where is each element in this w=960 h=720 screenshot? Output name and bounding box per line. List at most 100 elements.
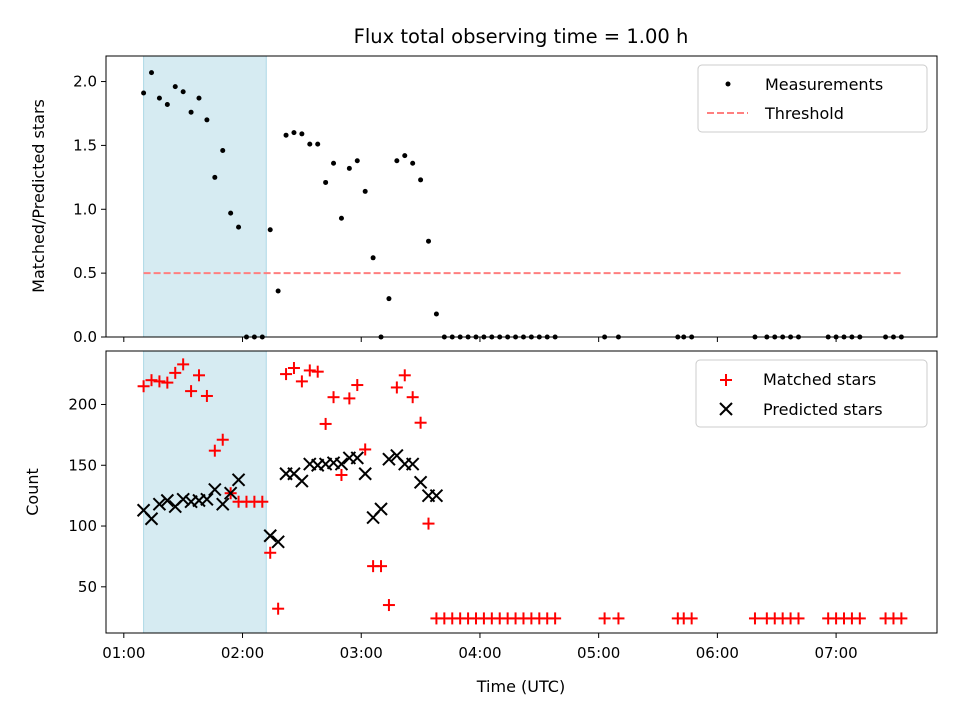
x-tick-label: 04:00 — [458, 644, 501, 662]
matched-star-point — [177, 358, 190, 371]
matched-star-point — [280, 368, 293, 381]
matched-star-point — [422, 517, 435, 530]
measurement-point — [307, 141, 313, 147]
matched-star-point — [145, 374, 158, 387]
predicted-star-point — [160, 493, 175, 508]
top-y-tick-label: 1.5 — [73, 136, 97, 154]
matched-star-point — [311, 365, 324, 378]
x-b — [374, 502, 388, 516]
matched-star-point — [390, 381, 403, 394]
measurement-point — [164, 102, 170, 108]
top-panel: 0.00.51.01.52.0 Matched/Predicted stars … — [29, 55, 938, 346]
predicted-star-point — [176, 492, 190, 507]
matched-star-point — [748, 612, 761, 625]
predicted-star-point — [152, 497, 167, 511]
predicted-star-point — [263, 529, 277, 543]
predicted-star-point — [144, 512, 159, 526]
measurement-point — [283, 132, 289, 138]
x-axis-label: Time (UTC) — [476, 677, 565, 696]
matched-star-point — [549, 612, 562, 625]
x-tick-label: 01:00 — [102, 644, 145, 662]
matched-star-point — [295, 375, 308, 388]
x-b — [176, 492, 190, 507]
matched-star-point — [200, 389, 213, 402]
matched-star-point — [853, 612, 866, 625]
bottom-legend: Matched stars Predicted stars — [695, 359, 928, 428]
matched-star-point — [343, 392, 356, 405]
measurement-point — [315, 141, 321, 147]
predicted-star-point — [271, 535, 285, 549]
matched-star-point — [256, 495, 269, 508]
matched-star-point — [287, 362, 300, 375]
measurement-point — [267, 227, 273, 233]
top-legend: Measurements Threshold — [697, 64, 928, 133]
measurement-point — [156, 95, 162, 101]
bottom-legend-box — [695, 359, 928, 428]
legend-threshold-label: Threshold — [764, 104, 844, 123]
bottom-shaded-interval — [143, 350, 267, 634]
bottom-x-axis-ticks: 01:00 02:00 03:00 04:00 05:00 06:00 07:00 — [102, 633, 858, 662]
measurement-point — [410, 160, 416, 166]
measurement-point — [331, 160, 337, 166]
predicted-star-point — [216, 497, 230, 511]
predicted-star-point — [350, 451, 364, 465]
x-b — [263, 529, 277, 543]
measurement-point — [228, 210, 234, 216]
bottom-axes-frame — [105, 350, 938, 634]
x-b — [413, 475, 428, 489]
measurement-point — [426, 238, 432, 244]
predicted-star-point — [231, 473, 246, 487]
bottom-y-axis-label: Count — [23, 468, 42, 516]
matched-star-point — [359, 443, 372, 456]
matched-star-point — [272, 602, 285, 615]
legend-predicted-marker — [719, 402, 733, 416]
measurement-point — [212, 174, 218, 180]
bottom-panel: 50 100 150 200 01:00 02:00 03:00 04:00 05:00 06:… — [23, 350, 938, 696]
matched-star-point — [264, 546, 277, 559]
x-b — [429, 488, 444, 503]
bottom-y-axis-ticks: 50 100 150 200 — [68, 395, 106, 596]
x-b — [223, 486, 238, 500]
measurement-point — [354, 158, 360, 164]
bottom-y-tick-label: 200 — [68, 395, 97, 413]
matched-star-point — [351, 379, 364, 392]
x-b — [160, 493, 175, 508]
measurement-point — [346, 165, 352, 171]
x-tick-label: 05:00 — [577, 644, 620, 662]
measurement-point — [338, 215, 344, 221]
predicted-star-point — [295, 474, 309, 488]
matched-star-point — [335, 468, 348, 481]
x-b — [208, 482, 222, 497]
top-y-axis-label: Matched/Predicted stars — [29, 99, 48, 293]
predicted-star-point — [405, 457, 420, 471]
measurement-point — [141, 90, 147, 96]
x-b — [271, 535, 285, 549]
x-b — [287, 467, 301, 481]
measurement-point — [172, 84, 178, 90]
predicted-star-point — [334, 457, 349, 471]
measurement-point — [149, 70, 155, 76]
x-b — [358, 467, 372, 481]
matched-star-point — [303, 364, 316, 377]
x-tick-label: 06:00 — [696, 644, 739, 662]
measurement-point — [362, 188, 368, 194]
x-b — [200, 492, 214, 507]
predicted-star-point — [413, 475, 428, 489]
legend-measurements-label: Measurements — [765, 75, 883, 94]
matched-star-point — [161, 376, 174, 389]
matched-star-point — [319, 417, 332, 430]
measurement-point — [236, 224, 242, 230]
matched-star-point — [192, 369, 205, 382]
matched-star-point — [185, 385, 198, 398]
matched-star-point — [208, 444, 221, 457]
matched-star-point — [169, 366, 182, 379]
matched-star-point — [375, 560, 388, 573]
measurement-point — [402, 153, 408, 159]
x-tick-label: 03:00 — [340, 644, 383, 662]
top-y-axis-ticks: 0.0 0.5 1.0 1.5 2.0 — [73, 73, 106, 346]
matched-star-point — [398, 369, 411, 382]
measurement-point — [433, 311, 439, 317]
predicted-star-point — [223, 486, 238, 500]
legend-measurements-marker — [725, 81, 731, 87]
